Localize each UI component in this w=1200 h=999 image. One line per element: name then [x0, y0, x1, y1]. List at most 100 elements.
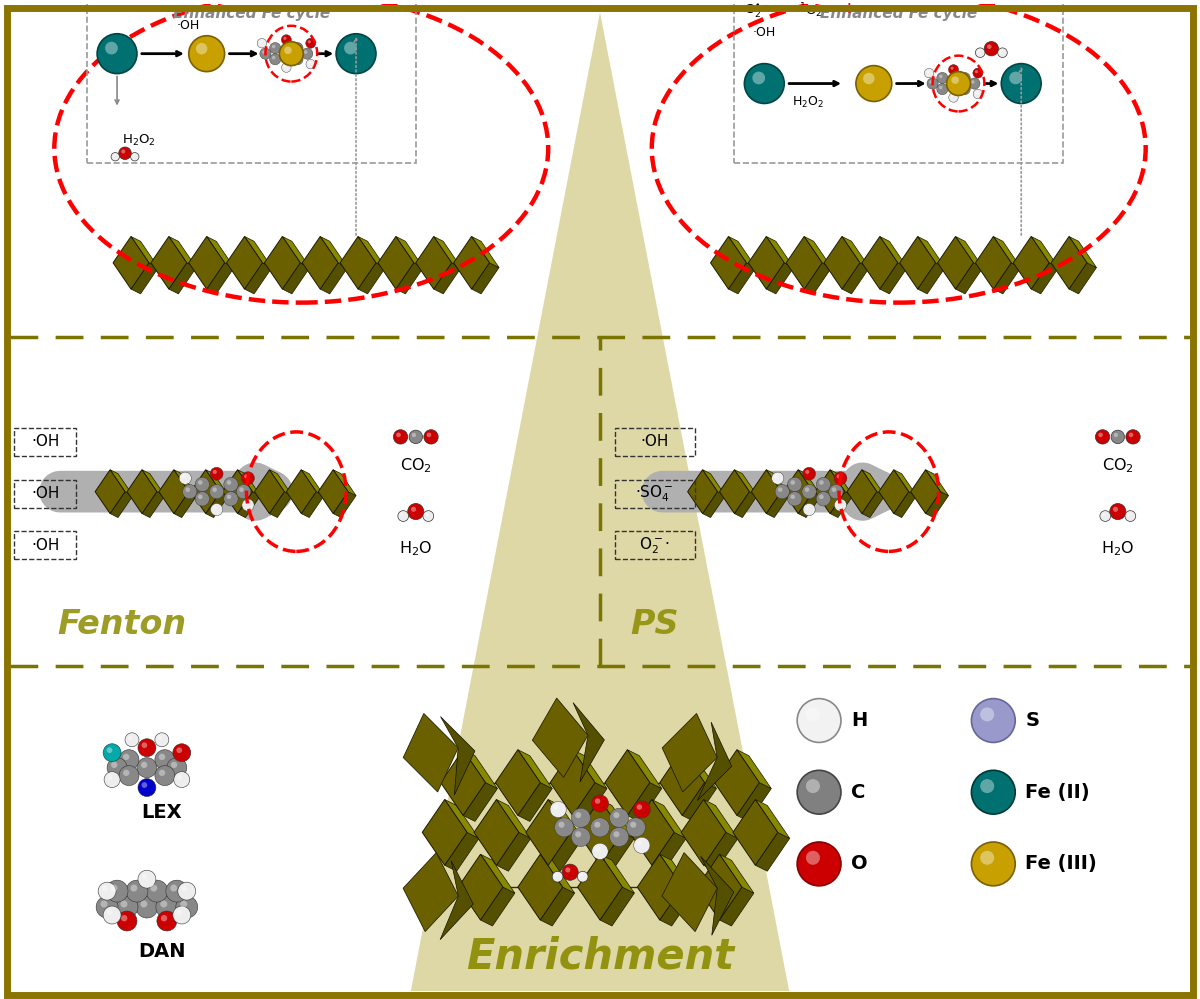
Circle shape: [223, 478, 238, 492]
Polygon shape: [786, 237, 822, 289]
Text: H$_2$O$_2$: H$_2$O$_2$: [792, 95, 824, 110]
Polygon shape: [127, 470, 157, 513]
Polygon shape: [600, 887, 635, 926]
Circle shape: [198, 495, 203, 500]
Circle shape: [803, 468, 816, 481]
Polygon shape: [245, 263, 272, 294]
Polygon shape: [652, 799, 686, 838]
Circle shape: [118, 911, 137, 931]
Polygon shape: [227, 237, 263, 289]
Circle shape: [344, 42, 356, 55]
Circle shape: [119, 749, 139, 769]
Polygon shape: [702, 492, 726, 517]
Circle shape: [161, 915, 167, 921]
Circle shape: [106, 42, 118, 55]
Polygon shape: [518, 854, 563, 920]
Circle shape: [126, 880, 148, 902]
Circle shape: [952, 76, 959, 84]
Text: ·OH: ·OH: [31, 435, 60, 450]
Circle shape: [272, 56, 276, 60]
Circle shape: [155, 765, 175, 785]
Circle shape: [112, 761, 118, 768]
Polygon shape: [191, 470, 221, 513]
Circle shape: [554, 818, 574, 837]
Polygon shape: [911, 470, 941, 513]
Circle shape: [575, 812, 581, 818]
Circle shape: [634, 837, 650, 853]
Circle shape: [802, 485, 816, 499]
Circle shape: [775, 485, 790, 499]
Text: H$_2$O$_2$: H$_2$O$_2$: [122, 133, 156, 148]
Circle shape: [626, 818, 646, 837]
Polygon shape: [894, 470, 917, 496]
Polygon shape: [440, 749, 486, 815]
Polygon shape: [804, 237, 832, 268]
Circle shape: [101, 900, 108, 907]
Polygon shape: [767, 492, 790, 517]
Polygon shape: [480, 887, 515, 926]
Polygon shape: [925, 492, 948, 517]
Circle shape: [774, 475, 778, 479]
Polygon shape: [862, 237, 898, 289]
Circle shape: [806, 851, 820, 865]
Polygon shape: [703, 799, 738, 838]
Polygon shape: [577, 799, 623, 865]
Text: ·OH: ·OH: [31, 537, 60, 552]
Polygon shape: [533, 698, 588, 777]
Circle shape: [1110, 503, 1126, 519]
Circle shape: [106, 880, 128, 902]
Circle shape: [155, 749, 175, 769]
Polygon shape: [463, 749, 498, 788]
Circle shape: [834, 499, 846, 511]
Text: S: S: [1025, 711, 1039, 730]
Circle shape: [301, 48, 313, 59]
Circle shape: [136, 896, 158, 918]
Polygon shape: [976, 237, 1012, 289]
Circle shape: [984, 42, 998, 56]
Text: Fenton: Fenton: [58, 607, 186, 640]
Polygon shape: [142, 470, 164, 496]
Circle shape: [805, 505, 809, 509]
Text: C: C: [851, 782, 865, 802]
Circle shape: [179, 473, 191, 485]
Polygon shape: [878, 470, 908, 513]
Polygon shape: [577, 854, 623, 920]
Text: O: O: [851, 854, 868, 873]
Polygon shape: [540, 887, 575, 926]
Circle shape: [113, 154, 115, 157]
Text: O$_2^-$·: O$_2^-$·: [640, 535, 671, 555]
Polygon shape: [206, 263, 234, 294]
Circle shape: [1001, 64, 1042, 104]
Circle shape: [131, 153, 139, 161]
Polygon shape: [497, 832, 530, 871]
Circle shape: [150, 884, 157, 891]
Circle shape: [1112, 506, 1118, 511]
Polygon shape: [862, 492, 884, 517]
Polygon shape: [497, 799, 530, 838]
Polygon shape: [415, 237, 451, 289]
Circle shape: [1096, 430, 1110, 444]
Circle shape: [307, 40, 311, 43]
Circle shape: [270, 54, 281, 65]
Polygon shape: [703, 832, 738, 871]
Circle shape: [138, 870, 156, 888]
Circle shape: [146, 880, 168, 902]
Circle shape: [836, 501, 841, 505]
Circle shape: [166, 880, 187, 902]
Polygon shape: [662, 713, 718, 792]
Circle shape: [571, 808, 590, 827]
Circle shape: [425, 512, 428, 516]
Circle shape: [997, 48, 1007, 58]
Circle shape: [1111, 431, 1124, 444]
Circle shape: [170, 761, 178, 768]
Polygon shape: [755, 799, 790, 838]
Text: LEX: LEX: [142, 803, 182, 822]
Text: Fe (II): Fe (II): [1025, 782, 1090, 802]
Circle shape: [96, 896, 118, 918]
Circle shape: [1129, 433, 1133, 438]
Bar: [14, 531, 77, 559]
Polygon shape: [572, 749, 607, 788]
Circle shape: [950, 95, 954, 98]
Circle shape: [98, 882, 116, 900]
Circle shape: [119, 765, 139, 785]
